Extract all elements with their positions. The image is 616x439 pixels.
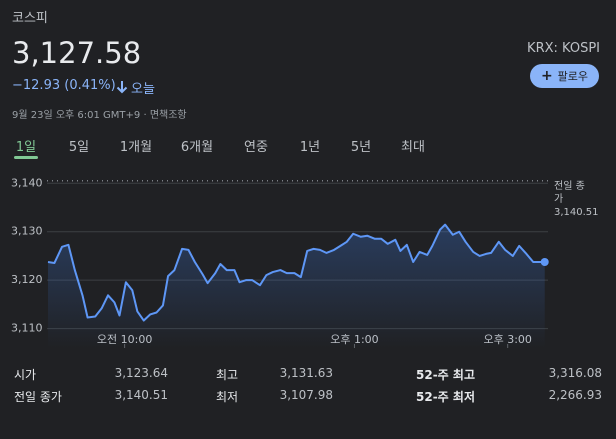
tab[interactable]: 연중 bbox=[244, 140, 268, 155]
ticker: KRX: KOSPI bbox=[527, 41, 600, 56]
previous-close-value: 3,140.51 bbox=[554, 207, 599, 218]
stat-value: 3,316.08 bbox=[548, 366, 602, 380]
period: 오늘 bbox=[131, 82, 155, 97]
tab[interactable]: 5년 bbox=[350, 140, 372, 155]
tab[interactable]: 최대 bbox=[401, 140, 425, 155]
tab[interactable]: 1개월 bbox=[119, 140, 153, 155]
previous-close-label: 전일 종가 bbox=[554, 181, 585, 205]
tab[interactable]: 1년 bbox=[299, 140, 321, 155]
tab[interactable]: 1일 bbox=[15, 140, 37, 155]
last-point bbox=[540, 258, 549, 266]
stat-value: 3,140.51 bbox=[114, 388, 168, 402]
stat-label: 최저 bbox=[216, 390, 239, 404]
stat-value: 3,131.63 bbox=[279, 366, 333, 380]
tab[interactable]: 6개월 bbox=[180, 140, 214, 155]
price-line bbox=[47, 223, 545, 322]
stat-value: 2,266.93 bbox=[548, 388, 602, 402]
stat-label: 시가 bbox=[14, 368, 37, 382]
change: −12.93 (0.41%) bbox=[12, 78, 116, 93]
title: 코스피 bbox=[12, 11, 48, 26]
y-tick-label: 3,140 bbox=[11, 176, 43, 189]
stat-label: 52-주 최고 bbox=[416, 368, 475, 382]
down-arrow bbox=[116, 81, 128, 94]
stat-label: 최고 bbox=[216, 368, 239, 382]
area bbox=[48, 224, 545, 348]
follow-button[interactable]: + 팔로우 bbox=[530, 64, 599, 88]
y-tick-label: 3,110 bbox=[11, 322, 43, 335]
timestamp[interactable]: 9월 23일 오후 6:01 GMT+9 · 면책조항 bbox=[12, 110, 187, 121]
stat-value: 3,123.64 bbox=[114, 366, 168, 380]
stat-label: 전일 종가 bbox=[14, 390, 62, 404]
follow-label: 팔로우 bbox=[557, 70, 588, 83]
y-tick-label: 3,130 bbox=[11, 225, 43, 238]
price: 3,127.58 bbox=[12, 36, 142, 70]
tab[interactable]: 5일 bbox=[68, 140, 90, 155]
stat-label: 52-주 최저 bbox=[416, 390, 475, 404]
stat-value: 3,107.98 bbox=[279, 388, 333, 402]
y-tick-label: 3,120 bbox=[11, 273, 43, 286]
tab-underline bbox=[14, 156, 38, 159]
